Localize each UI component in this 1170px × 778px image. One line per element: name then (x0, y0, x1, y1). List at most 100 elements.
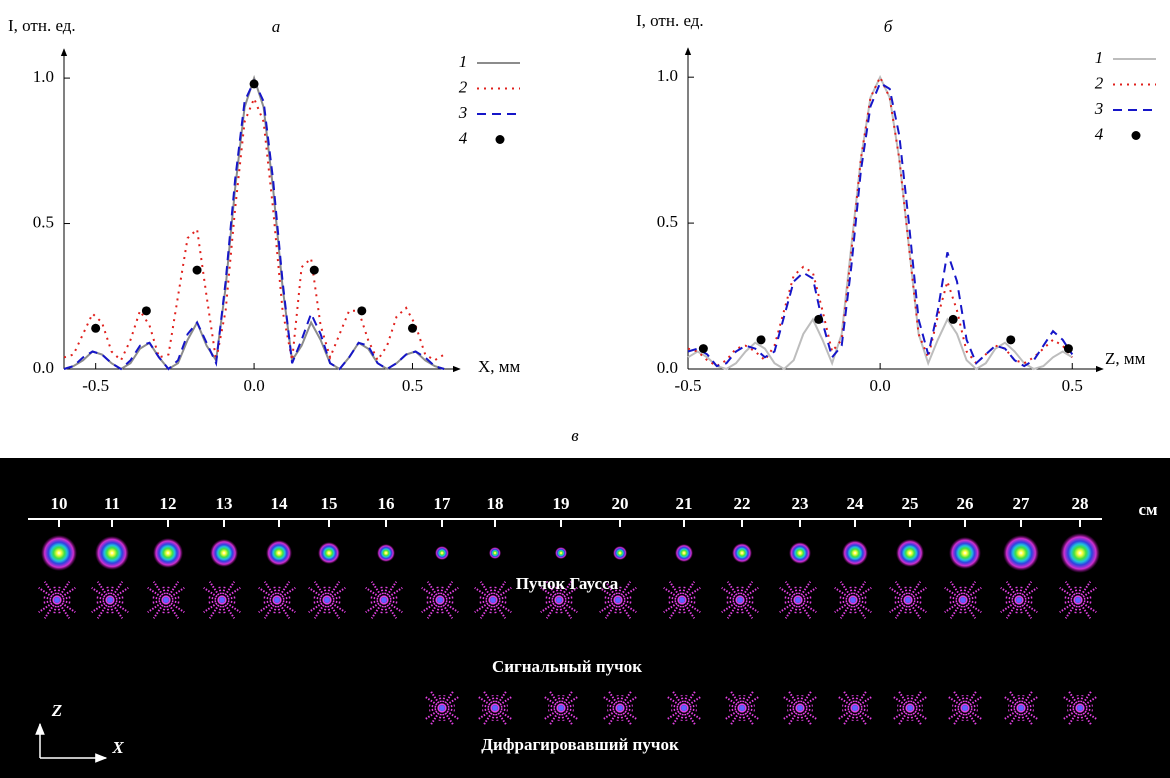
beam-pattern (1059, 581, 1097, 619)
beam-ray (1079, 707, 1084, 721)
beam-ray (221, 585, 226, 601)
beam-core (737, 597, 743, 603)
beam-core (381, 597, 387, 603)
beam-ray (560, 695, 565, 709)
beam-ray (784, 581, 799, 601)
beam-ray (961, 695, 966, 709)
data-point (698, 344, 708, 354)
beam-ray (558, 585, 563, 601)
beam-ray (893, 596, 909, 601)
beam-ray (668, 599, 683, 619)
beam-ray (962, 585, 967, 601)
beam-ray (109, 586, 129, 601)
beam-ray (1077, 596, 1093, 601)
beam-ray (681, 599, 696, 619)
beam-ray (147, 586, 167, 601)
x-tick-label: -0.5 (675, 376, 702, 395)
beam-ray (617, 599, 637, 614)
gauss-spot (789, 542, 811, 564)
beam-core (107, 597, 113, 603)
beam-ray (370, 581, 385, 601)
beam-ray (165, 599, 185, 614)
beam-ray (152, 599, 167, 619)
beam-ray (1009, 690, 1022, 709)
beam-ray (482, 704, 496, 709)
beam-ray (221, 599, 237, 604)
x-tick-label: -0.5 (82, 376, 109, 395)
beam-ray (741, 704, 755, 709)
x-axis-label: Z, мм (1105, 349, 1146, 368)
beam-ray (964, 704, 978, 709)
beam-ray (1079, 696, 1098, 709)
beam-ray (619, 707, 638, 720)
beam-ray (326, 581, 341, 601)
beam-ray (839, 581, 854, 601)
scale-label: 19 (553, 494, 570, 513)
beam-ray (494, 707, 508, 712)
legend-marker (1131, 131, 1141, 140)
data-line (687, 81, 1074, 368)
gauss-spot (732, 543, 752, 563)
x-tick-label: 0.0 (243, 376, 264, 395)
beam-ray (221, 599, 236, 619)
beam-core (795, 597, 801, 603)
beam-ray (964, 707, 969, 721)
beam-ray (799, 704, 813, 709)
beam-ray (667, 596, 683, 601)
beam-ray (494, 707, 513, 720)
data-point (91, 323, 101, 333)
beam-ray (944, 599, 964, 614)
beam-pattern (724, 690, 760, 726)
beam-ray (782, 707, 801, 720)
beam-ray (1077, 599, 1093, 604)
beam-ray (207, 599, 223, 604)
beam-ray (796, 707, 801, 721)
beam-ray (1063, 596, 1079, 601)
beam-ray (849, 599, 854, 615)
beam-ray (614, 585, 619, 601)
gauss-spot (266, 540, 292, 566)
beam-ray (38, 599, 58, 614)
gauss-spot (555, 547, 567, 559)
beam-ray (109, 581, 124, 601)
beam-ray (1074, 585, 1079, 601)
beam-ray (308, 586, 328, 601)
beam-ray (799, 707, 818, 720)
beam-ray (906, 707, 911, 721)
row-label: Сигнальный пучок (492, 657, 642, 676)
beam-ray (683, 696, 702, 709)
beam-ray (95, 599, 111, 604)
beam-ray (909, 695, 914, 709)
beam-ray (797, 586, 817, 601)
beam-ray (1077, 599, 1092, 619)
beam-ray (221, 599, 226, 615)
beam-ray (799, 707, 804, 721)
beam-ray (276, 586, 296, 601)
beam-ray (952, 707, 966, 712)
beam-ray (794, 585, 799, 601)
beam-ray (1018, 586, 1038, 601)
beam-ray (560, 696, 579, 709)
beam-core (615, 597, 621, 603)
beam-ray (276, 599, 291, 619)
beam-ray (38, 586, 58, 601)
x-tick-label: 0.0 (870, 376, 891, 395)
axis-name: Z (51, 701, 62, 720)
beam-ray (221, 596, 237, 601)
beam-ray (1017, 695, 1022, 709)
beam-ray (667, 599, 683, 604)
beam-ray (893, 599, 909, 604)
beam-ray (548, 704, 562, 709)
beam-ray (439, 596, 455, 601)
beam-ray (1064, 581, 1079, 601)
beam-ray (947, 696, 966, 709)
legend-label: 1 (459, 52, 468, 71)
beam-ray (852, 599, 868, 604)
beam-ray (483, 707, 496, 726)
beam-ray (42, 596, 58, 601)
beam-ray (439, 599, 459, 614)
beam-ray (725, 596, 741, 601)
beam-core (852, 705, 858, 711)
beam-ray (797, 599, 817, 614)
beam-ray (548, 707, 562, 712)
